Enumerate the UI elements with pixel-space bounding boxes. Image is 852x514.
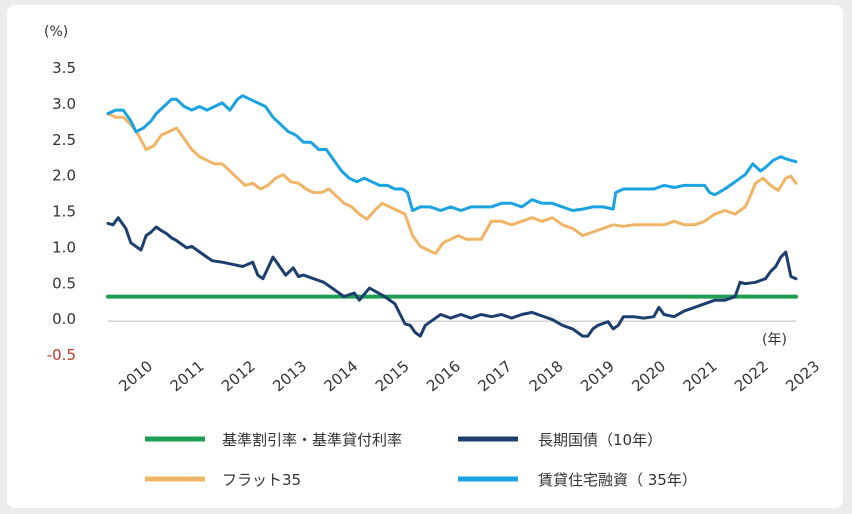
series-lines [106, 94, 798, 338]
x-tick-label: 2022 [731, 357, 772, 395]
series-line-rental-loan-35y [106, 94, 798, 212]
series-line-jgb-10y [106, 216, 798, 338]
legend-label-base-rate: 基準割引率・基準貸付利率 [222, 431, 402, 449]
y-tick-label: 0.0 [52, 310, 76, 328]
legend-label-flat35: フラット35 [222, 471, 301, 489]
x-tick-label: 2010 [115, 357, 156, 395]
x-tick-label: 2017 [474, 357, 515, 395]
series-line-flat35 [106, 112, 798, 256]
legend-item-flat35: フラット35 [145, 471, 301, 489]
legend-label-jgb-10y: 長期国債（10年） [538, 431, 662, 449]
x-tick-label: 2013 [269, 357, 310, 395]
legend-item-jgb-10y: 長期国債（10年） [458, 431, 662, 449]
legend-label-rental-loan-35y: 賃貸住宅融資（ 35年） [538, 471, 697, 489]
x-tick-label: 2021 [680, 357, 721, 395]
x-tick-label: 2014 [321, 357, 362, 395]
y-axis-tick-labels: 3.5 3.0 2.5 2.0 1.5 1.0 0.5 0.0 -0.5 [47, 59, 76, 364]
y-tick-label: 3.5 [52, 59, 76, 77]
legend: 基準割引率・基準貸付利率 長期国債（10年） フラット35 賃貸住宅融資（ 35… [145, 431, 697, 489]
y-tick-label: 0.5 [52, 274, 76, 292]
x-tick-label: 2018 [526, 357, 567, 395]
y-tick-label: 2.5 [52, 131, 76, 149]
x-tick-label: 2012 [218, 357, 259, 395]
chart-card [7, 5, 843, 508]
x-axis-unit-label: (年) [762, 332, 787, 348]
y-axis-unit-label: (%) [44, 24, 68, 40]
x-tick-label: 2016 [423, 357, 464, 395]
x-tick-label: 2015 [372, 357, 413, 395]
y-tick-label: 1.5 [52, 203, 76, 221]
y-tick-label: 3.0 [52, 95, 76, 113]
x-tick-label: 2023 [782, 357, 823, 395]
y-tick-label: -0.5 [47, 346, 76, 364]
x-axis-tick-labels: 2010 2011 2012 2013 2014 2015 2016 2017 2018 2019… [115, 357, 823, 395]
x-tick-label: 2020 [628, 357, 669, 395]
legend-item-base-rate: 基準割引率・基準貸付利率 [145, 431, 402, 449]
y-tick-label: 2.0 [52, 167, 76, 185]
x-tick-label: 2011 [167, 357, 208, 395]
y-tick-label: 1.0 [52, 238, 76, 256]
legend-item-rental-loan-35y: 賃貸住宅融資（ 35年） [458, 471, 697, 489]
x-tick-label: 2019 [577, 357, 618, 395]
